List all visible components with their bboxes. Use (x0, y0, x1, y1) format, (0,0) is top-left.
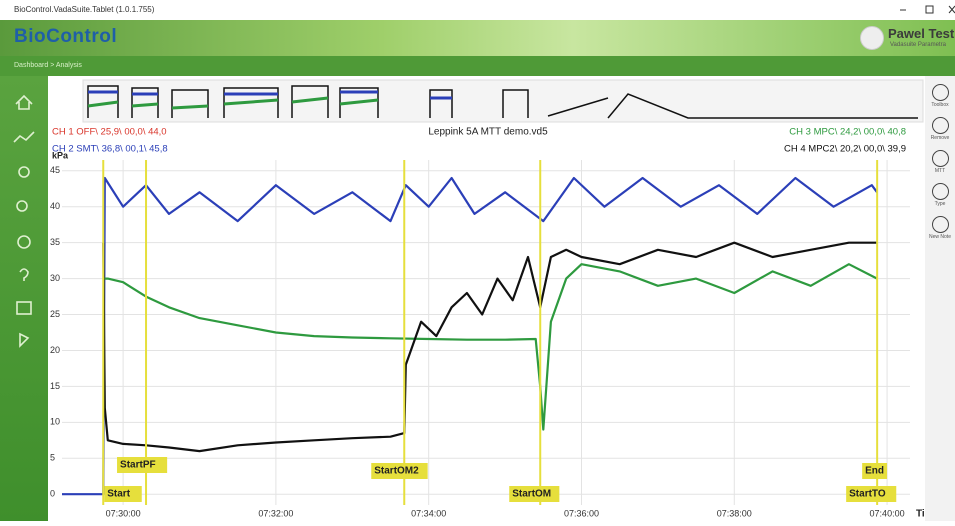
tool-icon (931, 117, 949, 134)
tool-label: Type (934, 201, 946, 207)
user-icon[interactable] (18, 166, 30, 178)
event-label-bg (371, 463, 428, 479)
channel-label: CH 1 OFF\ 25,9\ 00,0\ 44,0 (52, 127, 167, 138)
tool-label: Remove (930, 135, 950, 141)
event-label: StartOM (512, 489, 551, 500)
event-label-bg (846, 486, 897, 502)
y-tick-label: 0 (50, 489, 55, 499)
event-label-bg (117, 457, 168, 473)
sidebar-icons (13, 94, 35, 348)
x-tick-label: 07:34:00 (411, 508, 446, 518)
overview-strip[interactable] (82, 79, 924, 123)
breadcrumb[interactable]: Dashboard > Analysis (14, 62, 82, 69)
channel-label: CH 3 MPC\ 24,2\ 00,0\ 40,8 (789, 127, 906, 138)
tool-label: Toolbox (931, 102, 949, 108)
tool-icon (931, 183, 949, 200)
channel-label: CH 4 MPC2\ 20,2\ 00,0\ 39,9 (784, 144, 906, 155)
tool-button[interactable]: Toolbox (925, 84, 955, 108)
y-tick-label: 35 (50, 237, 60, 247)
tool-button[interactable]: Type (925, 183, 955, 207)
copy-icon[interactable] (16, 301, 32, 315)
header: BioControl Pawel Test Vadasuite Parametr… (0, 20, 955, 56)
title-bar: BioControl.VadaSuite.Tablet (1.0.1.755) (0, 0, 955, 20)
tool-label: MTT (934, 168, 946, 174)
tool-button[interactable]: New Note (925, 216, 955, 240)
tool-button[interactable]: Remove (925, 117, 955, 141)
series-line (102, 241, 878, 453)
y-tick-label: 30 (50, 273, 60, 283)
y-tick-label: 40 (50, 201, 60, 211)
chart-bg (48, 76, 925, 521)
event-label: End (865, 466, 884, 477)
export-icon[interactable] (19, 332, 30, 348)
help-icon[interactable] (19, 268, 29, 281)
series-line (62, 176, 878, 496)
event-label: StartOM2 (374, 466, 419, 477)
sidebar (0, 76, 48, 521)
y-tick-label: 20 (50, 345, 60, 355)
settings-icon[interactable] (17, 235, 31, 249)
x-tick-label: 07:32:00 (258, 508, 293, 518)
user-name[interactable]: Pawel Test (888, 26, 955, 41)
y-tick-label: 5 (50, 453, 55, 463)
analysis-icon[interactable] (13, 131, 35, 143)
x-tick-label: 07:40:00 (870, 508, 905, 518)
user-subtitle: Vadasuite Parametra (890, 42, 946, 48)
event-label-bg (104, 486, 142, 502)
tool-icon (931, 216, 949, 233)
home-icon[interactable] (15, 94, 33, 110)
event-label: StartPF (120, 460, 156, 471)
file-name: Leppink 5A MTT demo.vd5 (428, 127, 548, 138)
toolbar: Toolbox Remove MTT Type New Note (925, 76, 955, 521)
event-label: Start (107, 489, 130, 500)
tool-button[interactable]: MTT (925, 150, 955, 174)
brand: BioControl (14, 26, 118, 47)
tool-icon (931, 150, 949, 167)
x-tick-label: 07:36:00 (564, 508, 599, 518)
search-icon[interactable] (16, 200, 28, 212)
x-tick-label: 07:30:00 (106, 508, 141, 518)
window-title: BioControl.VadaSuite.Tablet (1.0.1.755) (14, 5, 155, 14)
event-label-bg (509, 486, 560, 502)
series-line (103, 263, 878, 431)
close[interactable] (948, 5, 955, 14)
avatar[interactable] (860, 26, 884, 50)
window-controls (900, 5, 955, 14)
y-tick-label: 15 (50, 381, 60, 391)
y-tick-label: 45 (50, 165, 60, 175)
y-tick-label: 25 (50, 309, 60, 319)
chart-area: Leppink 5A MTT demo.vd5 CH 1 OFF\ 25,9\ … (48, 76, 925, 521)
y-tick-label: 10 (50, 417, 60, 427)
x-axis-label: Time (916, 509, 925, 520)
y-axis-label: kPa (52, 150, 69, 160)
channel-label: CH 2 SMT\ 36,8\ 00,1\ 45,8 (52, 144, 168, 155)
maximize[interactable] (925, 5, 934, 14)
tool-label: New Note (929, 234, 951, 240)
event-label: StartTO (849, 489, 886, 500)
tool-icon (931, 84, 949, 101)
breadcrumb-bar: Dashboard > Analysis (0, 56, 955, 76)
event-label-bg (862, 463, 888, 479)
x-tick-label: 07:38:00 (717, 508, 752, 518)
